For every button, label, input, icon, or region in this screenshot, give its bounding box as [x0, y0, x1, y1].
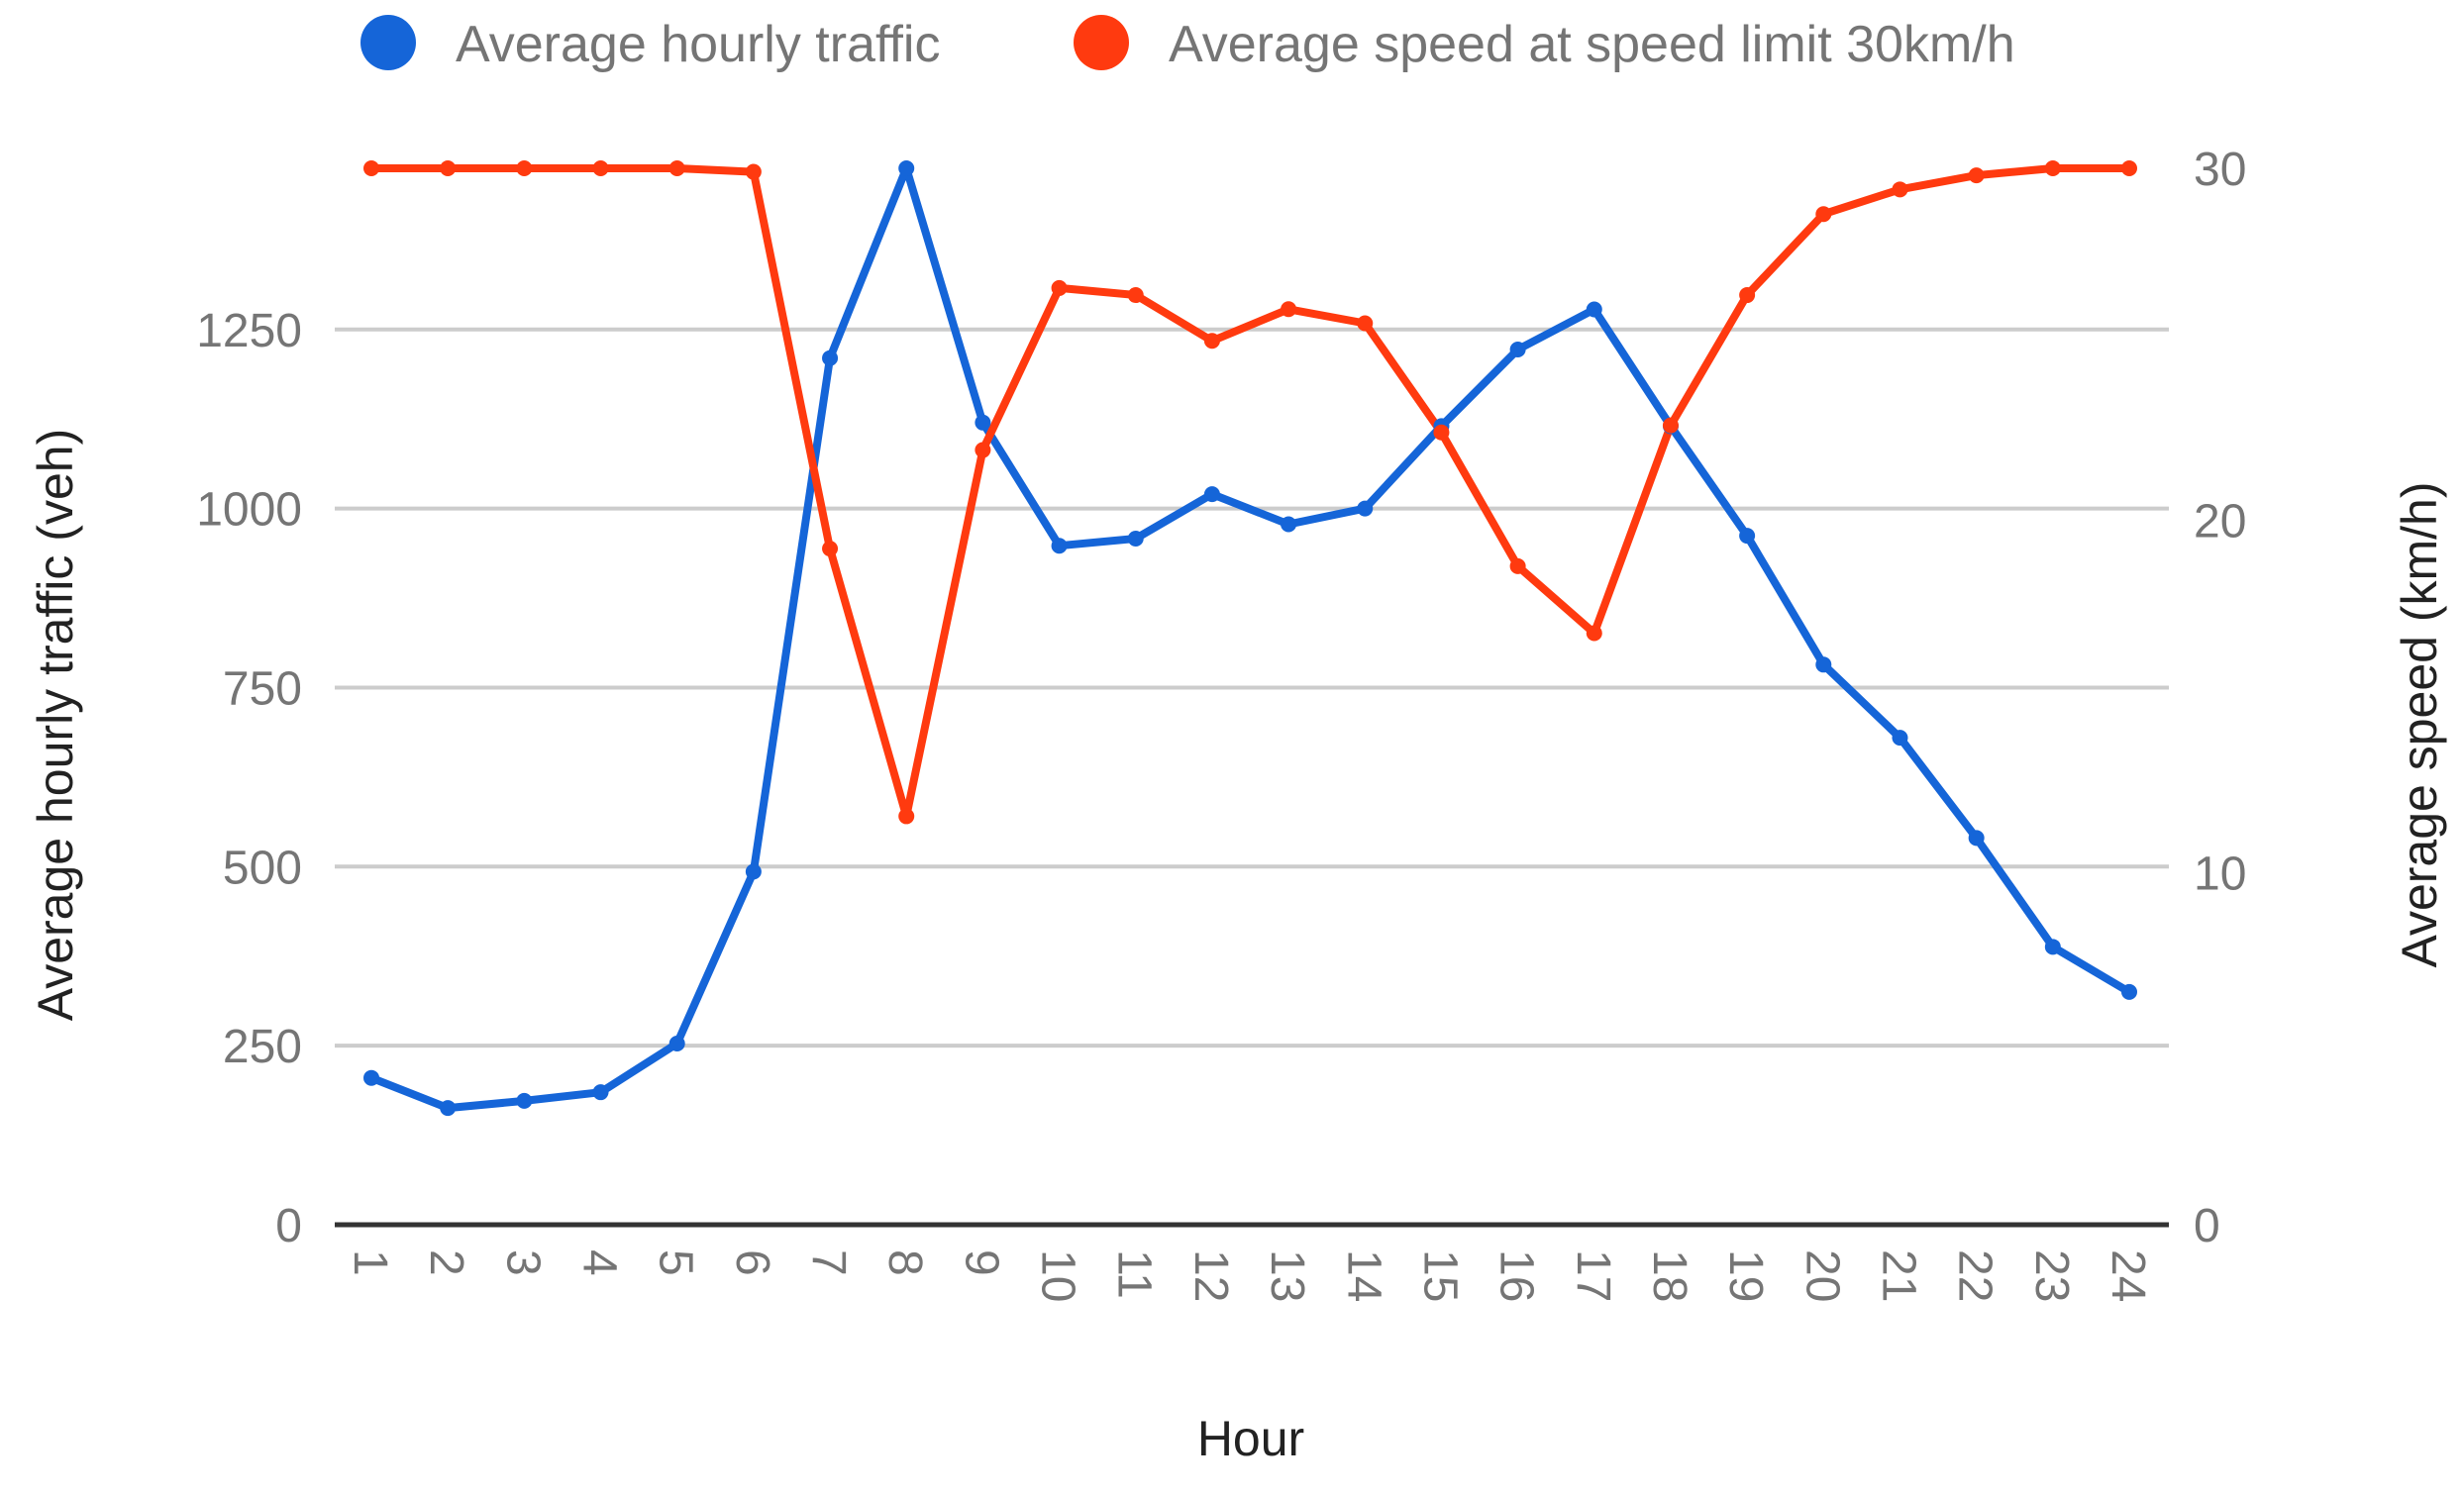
data-point-speed	[440, 160, 457, 176]
data-point-speed	[1127, 287, 1144, 304]
data-point-speed	[1739, 287, 1756, 304]
x-tick-label: 6	[726, 1249, 778, 1276]
data-point-speed	[2044, 160, 2061, 176]
y-left-tick-label: 0	[275, 1200, 302, 1252]
x-tick-label: 17	[1567, 1249, 1619, 1302]
data-point-traffic	[668, 1035, 685, 1051]
data-point-speed	[1281, 301, 1297, 318]
y-right-tick-label: 10	[2194, 848, 2246, 900]
data-point-speed	[2121, 160, 2137, 176]
x-tick-label: 8	[878, 1249, 931, 1276]
x-tick-label: 21	[1872, 1249, 1924, 1302]
legend: Average hourly traffic Average speed at …	[360, 15, 2015, 73]
y-axis-right-title: Average speed (km/h)	[2392, 482, 2447, 968]
data-point-traffic	[440, 1100, 457, 1117]
data-point-traffic	[1815, 656, 1832, 673]
series-line-speed	[367, 164, 2133, 821]
legend-marker-speed	[1074, 15, 1129, 70]
data-point-traffic	[1357, 500, 1374, 517]
y-right-tick-label: 30	[2194, 144, 2246, 196]
x-tick-label: 16	[1490, 1249, 1543, 1302]
data-point-speed	[516, 160, 533, 176]
legend-marker-traffic	[360, 15, 416, 70]
data-point-speed	[1357, 315, 1374, 332]
y-right-tick-label: 20	[2194, 496, 2246, 549]
data-point-speed	[1203, 333, 1220, 349]
x-tick-label: 3	[496, 1249, 549, 1276]
x-tick-label: 2	[420, 1249, 472, 1276]
data-point-speed	[1433, 424, 1450, 441]
data-point-speed	[1892, 181, 1908, 198]
series-line-traffic	[367, 164, 2133, 1113]
left-axis-ticks: 0 250 500 750 1000 1250	[196, 305, 302, 1252]
data-point-traffic	[1509, 342, 1526, 358]
data-point-speed	[1662, 417, 1679, 434]
data-point-speed	[975, 442, 991, 458]
x-tick-label: 23	[2025, 1249, 2078, 1302]
x-tick-label: 9	[955, 1249, 1007, 1276]
x-axis-title: Hour	[1197, 1411, 1304, 1466]
data-point-speed	[1968, 167, 1985, 184]
data-point-traffic	[1127, 530, 1144, 547]
data-point-traffic	[516, 1092, 533, 1109]
data-point-speed	[745, 163, 762, 180]
y-left-tick-label: 1000	[196, 484, 302, 537]
y-left-tick-label: 500	[223, 842, 302, 894]
data-point-traffic	[1281, 516, 1297, 533]
x-tick-label: 10	[1032, 1249, 1084, 1302]
data-point-speed	[668, 160, 685, 176]
data-point-speed	[1051, 279, 1068, 296]
x-tick-label: 7	[802, 1249, 855, 1276]
x-tick-label: 18	[1643, 1249, 1695, 1302]
data-point-speed	[1586, 625, 1602, 642]
data-point-traffic	[745, 863, 762, 880]
x-tick-label: 24	[2102, 1249, 2154, 1302]
data-point-speed	[898, 808, 915, 825]
data-point-traffic	[363, 1069, 379, 1086]
data-point-traffic	[1051, 538, 1068, 554]
x-tick-label: 20	[1796, 1249, 1848, 1302]
data-point-traffic	[1739, 528, 1756, 545]
x-tick-label: 5	[650, 1249, 702, 1276]
x-tick-label: 1	[344, 1249, 396, 1276]
data-point-speed	[822, 541, 839, 557]
x-axis-ticks: 1 2 3 4 5 6 7 8 9 10 11 12 13 14 15 16 17 18 19 20 21 22 23 24	[344, 1249, 2154, 1302]
data-point-traffic	[975, 414, 991, 431]
x-tick-label: 22	[1949, 1249, 2002, 1302]
series-lines	[367, 164, 2133, 1113]
data-point-speed	[1509, 557, 1526, 574]
data-point-speed	[1815, 206, 1832, 223]
x-tick-label: 11	[1108, 1249, 1161, 1299]
x-tick-label: 19	[1719, 1249, 1772, 1302]
data-point-traffic	[2044, 939, 2061, 955]
series-points	[363, 160, 2137, 1117]
data-point-traffic	[1892, 730, 1908, 747]
data-point-speed	[363, 160, 379, 176]
data-point-traffic	[1968, 830, 1985, 847]
y-left-tick-label: 750	[223, 662, 302, 715]
y-left-tick-label: 1250	[196, 305, 302, 357]
x-tick-label: 12	[1184, 1249, 1237, 1302]
x-tick-label: 4	[573, 1249, 626, 1276]
data-point-traffic	[592, 1084, 609, 1101]
data-point-traffic	[822, 349, 839, 366]
x-tick-label: 15	[1413, 1249, 1466, 1302]
y-right-tick-label: 0	[2194, 1200, 2220, 1252]
x-tick-label: 14	[1337, 1249, 1389, 1302]
y-axis-left-title: Average hourly traffic (veh)	[28, 429, 83, 1021]
data-point-traffic	[898, 160, 915, 176]
legend-label-traffic: Average hourly traffic	[456, 16, 940, 73]
data-point-traffic	[1203, 486, 1220, 503]
y-left-tick-label: 250	[223, 1021, 302, 1073]
right-axis-ticks: 0 10 20 30	[2194, 144, 2246, 1252]
x-tick-label: 13	[1261, 1249, 1313, 1302]
legend-label-speed: Average speed at speed limit 30km/h	[1169, 16, 2015, 73]
data-point-speed	[592, 160, 609, 176]
data-point-traffic	[1586, 301, 1602, 318]
data-point-traffic	[2121, 983, 2137, 1000]
